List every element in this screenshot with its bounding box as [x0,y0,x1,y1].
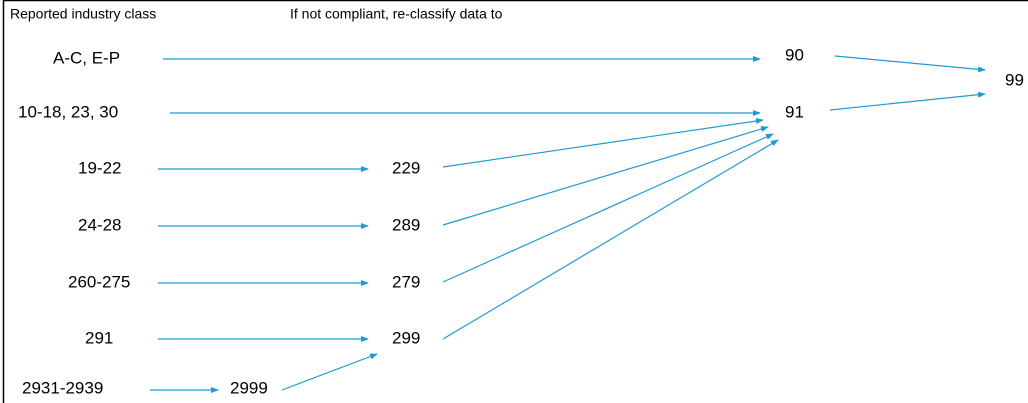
node-label: 279 [392,272,420,291]
node-label: 90 [785,45,804,64]
arrow [442,126,769,226]
node-label: 291 [85,328,113,347]
arrow [281,353,378,391]
node-label: 2931-2939 [22,378,103,397]
arrow [829,91,986,111]
node-label: 299 [392,328,420,347]
node-label: 19-22 [78,158,121,177]
node-label: 99 [1005,70,1024,89]
arrow [442,118,764,168]
arrow [442,133,774,283]
header-label: If not compliant, re-classify data to [290,6,503,22]
header-label: Reported industry class [10,6,156,22]
arrow [442,139,779,340]
arrows [150,55,986,393]
node-label: 91 [785,102,804,121]
node-label: A-C, E-P [53,48,120,67]
node-label: 289 [392,215,420,234]
node-label: 260-275 [68,272,130,291]
node-label: 10-18, 23, 30 [18,102,118,121]
node-label: 2999 [230,378,268,397]
node-label: 24-28 [78,215,121,234]
arrow [834,55,986,73]
node-label: 229 [392,158,420,177]
